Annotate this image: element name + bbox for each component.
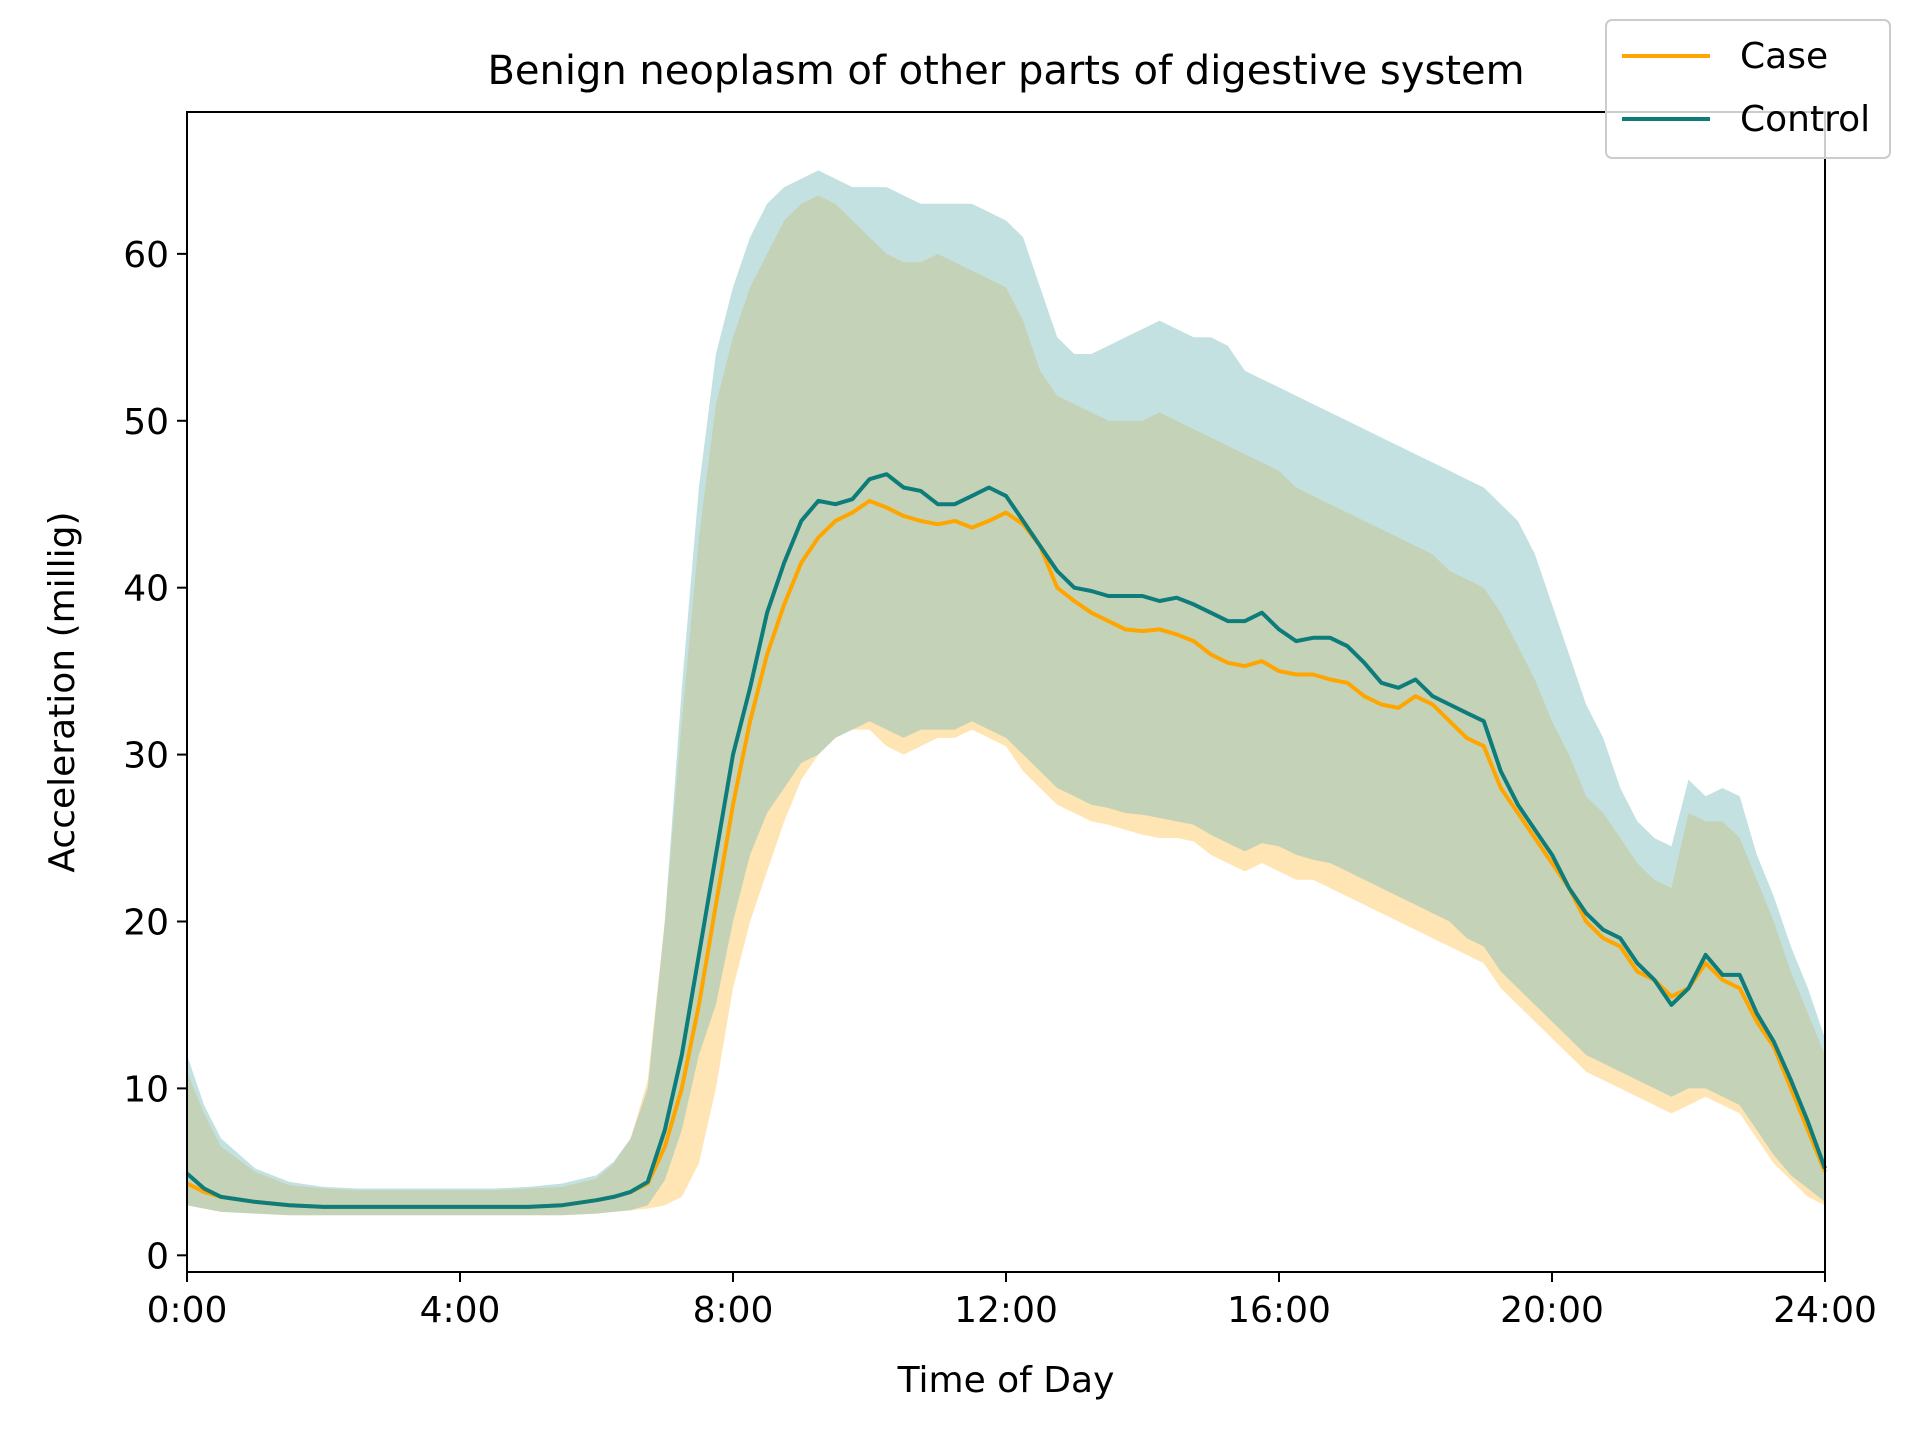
y-tick-label: 40 (123, 569, 169, 610)
legend-control-label: Control (1740, 99, 1870, 140)
y-tick-label: 60 (123, 235, 169, 276)
series-lines (185, 472, 1827, 1209)
x-axis-label: Time of Day (897, 1360, 1115, 1401)
y-tick-label: 30 (123, 736, 169, 777)
x-tick-label: 0:00 (147, 1290, 228, 1331)
y-axis-label: Acceleration (millig) (42, 511, 83, 872)
x-tick-label: 12:00 (954, 1290, 1058, 1331)
legend-case-label: Case (1740, 36, 1828, 77)
chart-title: Benign neoplasm of other parts of digest… (487, 48, 1524, 94)
y-tick-label: 20 (123, 902, 169, 943)
x-tick-label: 24:00 (1773, 1290, 1877, 1331)
legend: Case Control (1605, 19, 1891, 159)
control-confidence-band (187, 170, 1825, 1216)
y-axis-ticks: 0 10 20 30 40 50 60 (123, 235, 187, 1277)
control-line (185, 472, 1827, 1209)
x-tick-label: 8:00 (693, 1290, 774, 1331)
case-confidence-band (187, 195, 1825, 1216)
y-tick-label: 0 (146, 1236, 169, 1277)
x-tick-label: 4:00 (420, 1290, 501, 1331)
x-tick-label: 20:00 (1500, 1290, 1604, 1331)
x-tick-label: 16:00 (1227, 1290, 1331, 1331)
confidence-bands (187, 170, 1825, 1216)
x-axis-ticks: 0:00 4:00 8:00 12:00 16:00 20:00 24:00 (147, 1272, 1877, 1331)
y-tick-label: 10 (123, 1069, 169, 1110)
y-tick-label: 50 (123, 402, 169, 443)
